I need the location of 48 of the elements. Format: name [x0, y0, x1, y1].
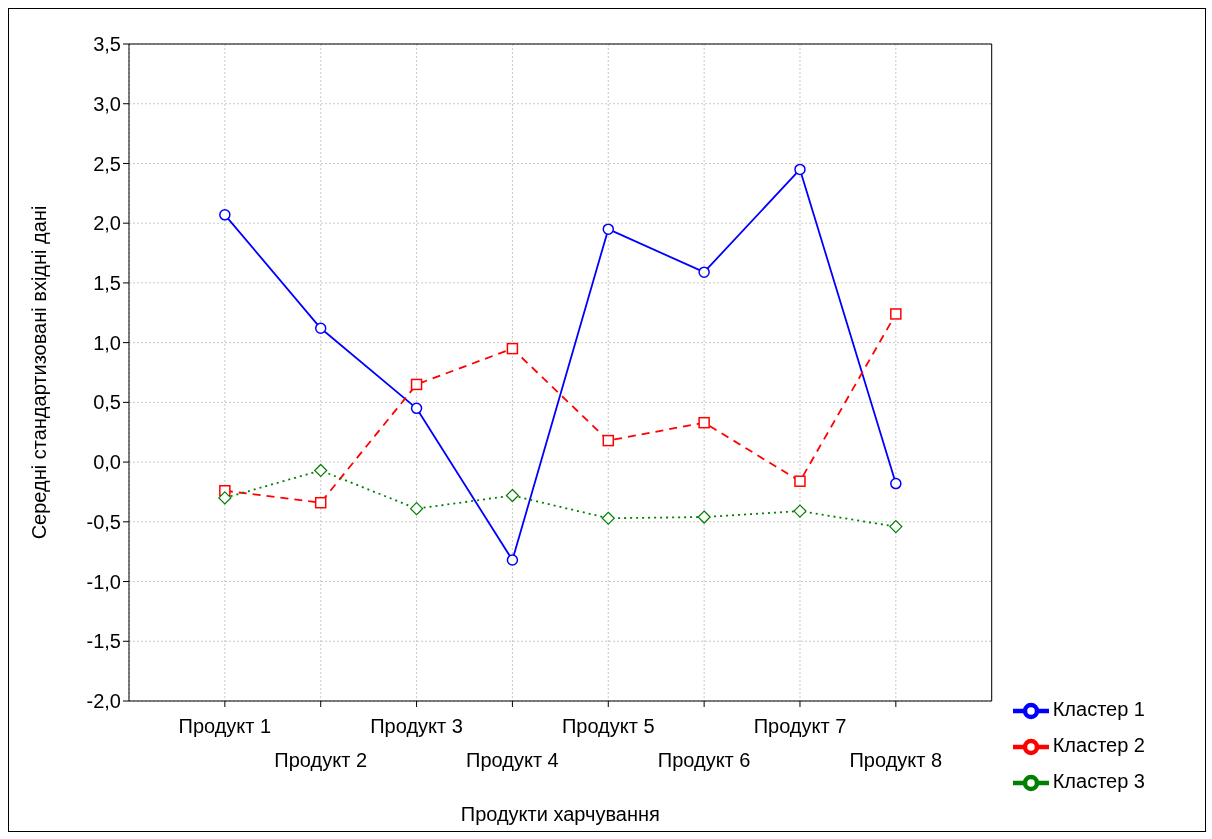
y-axis-title: Середні стандартизовані вхідні дані — [28, 205, 51, 540]
point — [218, 491, 232, 505]
point — [409, 502, 424, 516]
y-tick-label: 0,5 — [93, 391, 121, 414]
point — [601, 511, 615, 525]
y-tick-label: -2,0 — [86, 690, 121, 713]
point — [890, 308, 902, 320]
x-tick-label: Продукт 1 — [178, 715, 272, 737]
y-tick-label: 0,0 — [93, 451, 121, 474]
point — [314, 496, 327, 509]
legend-label: Кластер 1 — [1052, 698, 1145, 721]
legend-label: Кластер 2 — [1052, 734, 1145, 757]
point — [793, 504, 807, 518]
y-tick-label: 3,5 — [93, 33, 121, 56]
x-axis-title: Продукти харчування — [460, 803, 660, 825]
point — [314, 463, 328, 478]
x-tick-label: Продукт 7 — [753, 715, 847, 737]
point — [794, 475, 806, 487]
point — [505, 488, 520, 503]
point — [602, 223, 615, 235]
y-tick-label: 3,0 — [93, 92, 121, 115]
point — [410, 378, 423, 391]
point — [410, 402, 423, 415]
point — [506, 554, 519, 566]
point — [506, 342, 519, 355]
y-tick-label: 2,5 — [93, 152, 121, 175]
point — [602, 434, 615, 447]
point — [219, 209, 231, 221]
x-tick-label: Продукт 4 — [466, 749, 559, 771]
y-tick-label: 1,5 — [93, 272, 121, 295]
x-tick-label: Продукт 2 — [274, 749, 368, 771]
y-tick-label: -0,5 — [86, 510, 121, 533]
point — [697, 510, 711, 524]
y-tick-label: 1,0 — [93, 331, 121, 354]
point — [890, 477, 902, 490]
y-tick-label: -1,5 — [86, 630, 121, 653]
point — [698, 416, 710, 429]
point — [314, 322, 327, 335]
x-tick-label: Продукт 6 — [657, 749, 751, 771]
y-tick-label: 2,0 — [93, 212, 121, 235]
y-tick-label: -1,0 — [86, 570, 121, 593]
legend-label: Кластер 3 — [1052, 770, 1145, 793]
point — [698, 266, 710, 278]
point — [889, 520, 903, 534]
x-tick-label: Продукт 3 — [370, 715, 463, 737]
point — [794, 163, 806, 176]
x-tick-label: Продукт 5 — [561, 715, 655, 737]
x-tick-label: Продукт 8 — [849, 749, 943, 771]
